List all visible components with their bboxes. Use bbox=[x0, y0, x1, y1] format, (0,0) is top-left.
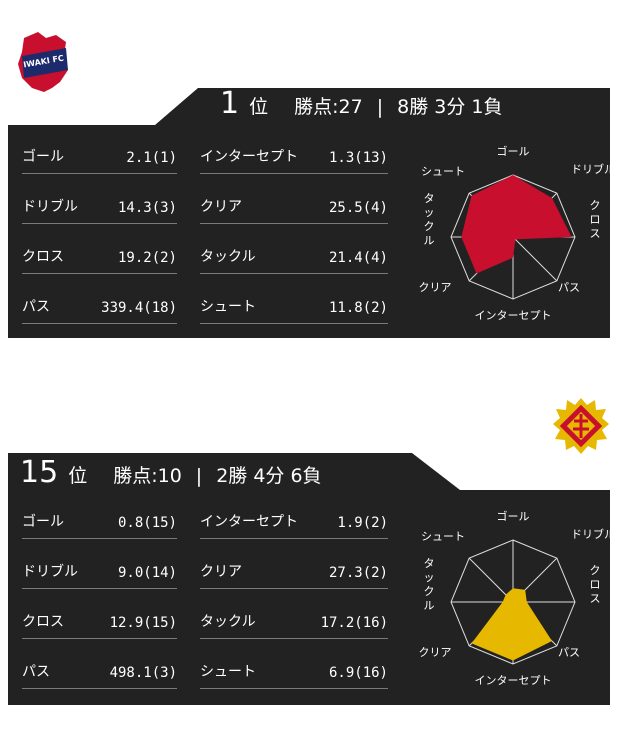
radar-axis-label: クリア bbox=[419, 646, 452, 659]
points: 勝点:10 bbox=[113, 465, 182, 487]
stat-cross: クロス 12.9(15) bbox=[22, 610, 177, 639]
radar-axis-label: ス bbox=[590, 592, 601, 605]
rank-header: 15 位 勝点:10 | 2勝 4分 6負 bbox=[20, 455, 322, 490]
rank-unit: 位 bbox=[68, 465, 88, 487]
radar-axis-label: ク bbox=[424, 220, 435, 233]
stat-clear: クリア 25.5(4) bbox=[200, 195, 388, 224]
stat-tackle: タックル 21.4(4) bbox=[200, 245, 388, 274]
radar-axis-label: インターセプト bbox=[475, 309, 552, 322]
radar-axis-label: ゴール bbox=[497, 144, 530, 158]
radar-axis-label: ドリブル bbox=[571, 162, 615, 176]
rank-number: 15 bbox=[20, 455, 59, 490]
radar-axis-label: パス bbox=[558, 281, 580, 294]
crest-logo bbox=[553, 398, 609, 454]
radar-axis-label: ゴール bbox=[497, 509, 530, 523]
stat-interception: インターセプト 1.3(13) bbox=[200, 145, 388, 174]
team-panel-1: IWAKI FC 1 位 勝点:27 | 8勝 3分 1負 ゴール 2.1(1) … bbox=[0, 0, 618, 345]
stat-dribble: ドリブル 9.0(14) bbox=[22, 560, 177, 589]
stat-clear: クリア 27.3(2) bbox=[200, 560, 388, 589]
radar-axis-label: ドリブル bbox=[571, 527, 615, 541]
iwaki-fc-logo: IWAKI FC bbox=[18, 32, 68, 92]
radar-axis-label: ッ bbox=[424, 206, 435, 219]
stat-cross: クロス 19.2(2) bbox=[22, 245, 177, 274]
radar-axis-label: タ bbox=[424, 192, 435, 205]
radar-spoke bbox=[512, 236, 558, 282]
team-panel-2: 15 位 勝点:10 | 2勝 4分 6負 ゴール 0.8(15) ドリブル 9.0… bbox=[0, 385, 618, 733]
stat-tackle: タックル 17.2(16) bbox=[200, 610, 388, 639]
radar-axis-label: ル bbox=[424, 599, 435, 612]
radar-axis-label: ク bbox=[590, 564, 601, 577]
radar-axis-label: インターセプト bbox=[475, 674, 552, 687]
record: 2勝 4分 6負 bbox=[216, 465, 322, 487]
radar-area bbox=[471, 588, 552, 661]
stat-interception: インターセプト 1.9(2) bbox=[200, 510, 388, 539]
radar-axis-label: パス bbox=[558, 646, 580, 659]
radar-axis-label: ッ bbox=[424, 571, 435, 584]
rank-unit: 位 bbox=[249, 96, 269, 118]
radar-axis-label: シュート bbox=[421, 530, 465, 543]
divider: | bbox=[376, 96, 384, 118]
stat-shoot: シュート 11.8(2) bbox=[200, 295, 388, 324]
stat-goal: ゴール 0.8(15) bbox=[22, 510, 177, 539]
rank-number: 1 bbox=[220, 86, 240, 121]
points: 勝点:27 bbox=[294, 96, 363, 118]
rank-header: 1 位 勝点:27 | 8勝 3分 1負 bbox=[220, 86, 502, 121]
radar-axis-label: タ bbox=[424, 557, 435, 570]
radar-axis-label: ロ bbox=[590, 578, 601, 591]
record: 8勝 3分 1負 bbox=[397, 96, 503, 118]
stat-pass: パス 498.1(3) bbox=[22, 660, 177, 689]
radar-axis-label: シュート bbox=[421, 165, 465, 178]
radar-axis-label: ロ bbox=[590, 213, 601, 226]
radar-axis-label: ル bbox=[424, 234, 435, 247]
radar-area bbox=[461, 175, 572, 274]
stat-dribble: ドリブル 14.3(3) bbox=[22, 195, 177, 224]
stat-goal: ゴール 2.1(1) bbox=[22, 145, 177, 174]
radar-axis-label: ク bbox=[590, 199, 601, 212]
divider: | bbox=[195, 465, 203, 487]
radar-axis-label: ク bbox=[424, 585, 435, 598]
radar-axis-label: ス bbox=[590, 227, 601, 240]
stat-shoot: シュート 6.9(16) bbox=[200, 660, 388, 689]
stat-pass: パス 339.4(18) bbox=[22, 295, 177, 324]
radar-axis-label: クリア bbox=[419, 281, 452, 294]
